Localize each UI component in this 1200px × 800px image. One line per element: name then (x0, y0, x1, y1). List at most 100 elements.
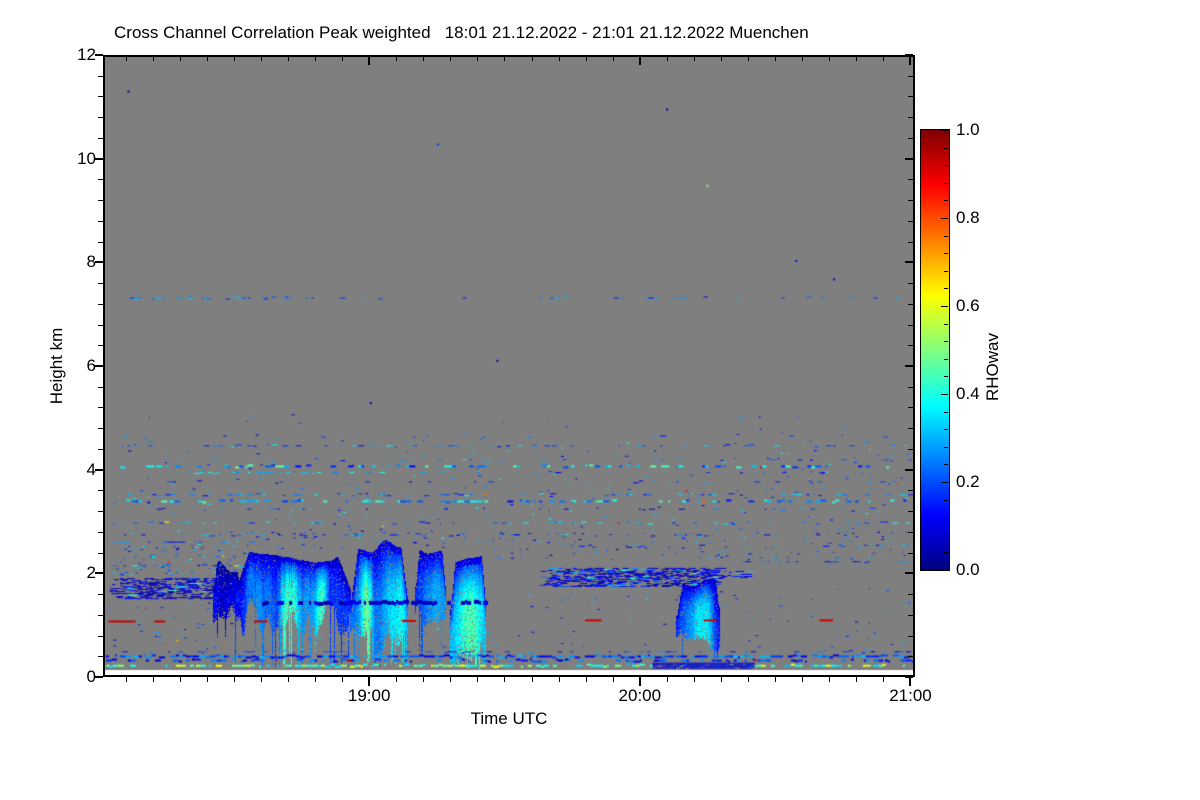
y-minor-tick-right (908, 117, 913, 119)
x-minor-tick (287, 677, 289, 682)
y-major-tick (95, 365, 103, 367)
y-minor-tick (98, 324, 103, 326)
x-minor-tick-top (531, 57, 533, 61)
y-minor-tick (98, 283, 103, 285)
colorbar-minor-tick (944, 323, 948, 325)
x-minor-tick (666, 677, 668, 682)
y-major-tick-right (905, 468, 913, 471)
y-minor-tick (98, 241, 103, 243)
x-major-tick (638, 677, 641, 686)
x-major-tick (368, 677, 371, 686)
y-minor-tick-right (908, 283, 913, 285)
colorbar-minor-tick (944, 534, 948, 536)
x-minor-tick (152, 677, 154, 682)
x-minor-tick-top (748, 57, 750, 61)
colorbar-canvas (921, 130, 949, 570)
y-minor-tick (98, 635, 103, 637)
y-minor-tick-right (908, 179, 913, 181)
y-minor-tick-right (908, 428, 913, 430)
colorbar-tick-label: 0.6 (956, 296, 980, 315)
y-minor-tick-right (908, 303, 913, 305)
x-major-tick-top (368, 57, 371, 65)
colorbar-minor-tick (944, 411, 948, 413)
x-minor-tick-top (477, 57, 479, 61)
colorbar-minor-tick (944, 235, 948, 237)
x-minor-tick-top (802, 57, 804, 61)
colorbar-major-tick (941, 129, 948, 131)
y-tick-label: 4 (86, 459, 96, 479)
y-minor-tick-right (908, 511, 913, 513)
x-minor-tick-top (396, 57, 398, 61)
y-minor-tick (98, 552, 103, 554)
x-minor-tick (206, 677, 208, 682)
x-tick-label: 19:00 (347, 686, 391, 705)
x-minor-tick (775, 677, 777, 682)
y-minor-tick-right (908, 220, 913, 222)
x-minor-tick-top (206, 57, 208, 61)
colorbar-minor-tick (944, 288, 948, 290)
colorbar-major-tick (941, 305, 948, 307)
y-major-tick (95, 676, 103, 678)
y-minor-tick (98, 345, 103, 347)
colorbar-tick-label: 0.8 (956, 208, 980, 227)
colorbar-minor-tick (944, 182, 948, 184)
y-minor-tick-right (908, 386, 913, 388)
y-minor-tick (98, 75, 103, 77)
colorbar-minor-tick (944, 270, 948, 272)
x-minor-tick-top (125, 57, 127, 61)
y-tick-label: 8 (86, 252, 96, 272)
colorbar-tick-label: 1.0 (956, 120, 980, 139)
y-major-tick (95, 54, 103, 56)
y-minor-tick-right (908, 96, 913, 98)
plot-area (103, 55, 915, 677)
y-minor-tick (98, 303, 103, 305)
x-minor-tick-top (585, 57, 587, 61)
x-major-tick (909, 677, 912, 686)
colorbar-minor-tick (944, 147, 948, 149)
x-major-tick-top (638, 57, 641, 65)
colorbar-minor-tick (944, 464, 948, 466)
y-tick-label: 0 (86, 667, 96, 686)
y-minor-tick-right (908, 75, 913, 77)
y-tick-label: 2 (86, 563, 96, 583)
y-major-tick (95, 157, 103, 160)
x-minor-tick (477, 677, 479, 682)
y-minor-tick (98, 490, 103, 492)
y-minor-tick-right (908, 324, 913, 326)
y-minor-tick-right (908, 656, 913, 658)
x-minor-tick (450, 677, 452, 682)
x-minor-tick (125, 677, 127, 682)
x-minor-tick-top (883, 57, 885, 61)
x-minor-tick-top (450, 57, 452, 61)
y-minor-tick-right (908, 200, 913, 202)
y-minor-tick-right (908, 552, 913, 554)
colorbar-tick-label: 0.4 (956, 384, 980, 403)
x-minor-tick (693, 677, 695, 682)
x-minor-tick-top (558, 57, 560, 61)
y-minor-tick-right (908, 137, 913, 139)
y-major-tick (95, 261, 103, 264)
x-minor-tick-top (504, 57, 506, 61)
y-minor-tick (98, 137, 103, 139)
y-minor-tick (98, 179, 103, 181)
colorbar-major-tick (941, 393, 948, 395)
y-major-tick-right (905, 54, 913, 56)
x-minor-tick-top (423, 57, 425, 61)
y-major-tick-right (905, 157, 913, 160)
y-major-tick-right (905, 365, 913, 367)
x-minor-tick (585, 677, 587, 682)
x-minor-tick (612, 677, 614, 682)
x-minor-tick (856, 677, 858, 682)
x-tick-label: 20:00 (618, 686, 662, 705)
x-minor-tick (531, 677, 533, 682)
colorbar-major-tick (941, 217, 948, 219)
x-minor-tick-top (612, 57, 614, 61)
colorbar-minor-tick (944, 429, 948, 431)
plot-title: Cross Channel Correlation Peak weighted … (114, 23, 809, 42)
y-minor-tick-right (908, 407, 913, 409)
x-minor-tick-top (775, 57, 777, 61)
x-minor-tick (342, 677, 344, 682)
x-minor-tick (883, 677, 885, 682)
x-minor-tick-top (693, 57, 695, 61)
